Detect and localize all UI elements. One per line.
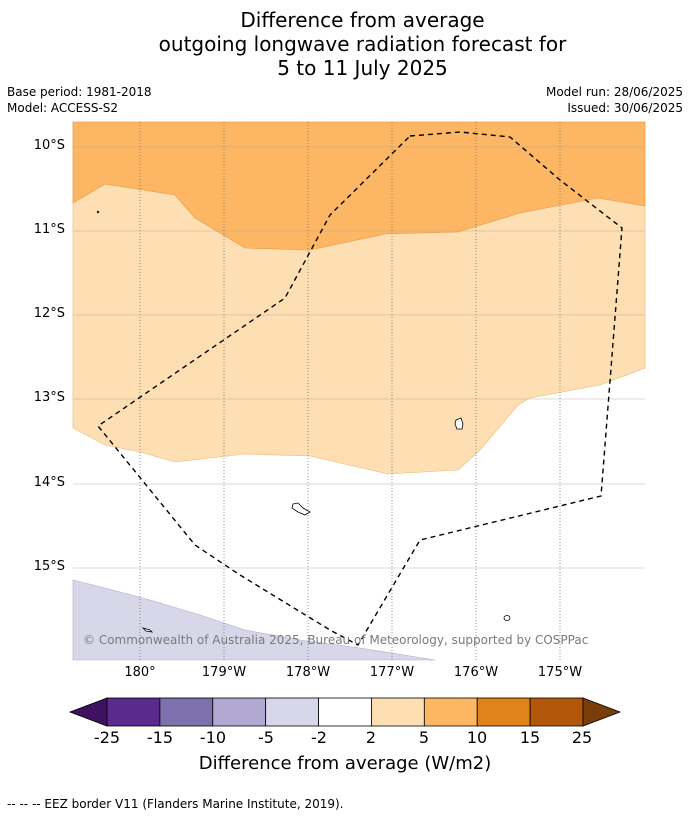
title-line-2: outgoing longwave radiation forecast for (158, 32, 567, 56)
lon-label-177w: 177°W (369, 665, 415, 680)
meta-right: Model run: 28/06/2025 Issued: 30/06/2025 (546, 84, 683, 116)
colorbar-segment (529, 697, 584, 727)
cbar-tick-5: -2 (311, 728, 327, 747)
lon-label-179w: 179°W (201, 665, 247, 680)
cbar-tick-2: -15 (146, 728, 174, 747)
lat-label-10s: 10°S (33, 138, 65, 153)
lat-label-15s: 15°S (33, 559, 65, 574)
lat-label-14s: 14°S (33, 475, 65, 490)
cbar-tick-6: 2 (365, 728, 377, 747)
lat-label-11s: 11°S (33, 222, 65, 237)
colorbar-segment (265, 697, 319, 727)
lat-label-13s: 13°S (33, 390, 65, 405)
colorbar-segment (318, 697, 372, 727)
colorbar-arrow-left (68, 697, 108, 727)
contour-orange (72, 121, 646, 251)
island-d (141, 627, 154, 633)
lat-label-12s: 12°S (33, 306, 65, 321)
eez-border (96, 131, 623, 646)
cbar-tick-9: 15 (519, 728, 541, 747)
base-period: Base period: 1981-2018 (7, 85, 152, 99)
cbar-tick-7: 5 (418, 728, 430, 747)
colorbar-segment (212, 697, 267, 727)
colorbar-segment (423, 697, 478, 727)
lat-gridlines (73, 146, 645, 569)
colorbar-segment (476, 697, 531, 727)
lon-label-175w: 175°W (537, 665, 583, 680)
cbar-tick-3: -10 (199, 728, 227, 747)
model-name: Model: ACCESS-S2 (7, 101, 119, 115)
title-line-1: Difference from average (240, 8, 485, 32)
colorbar-title: Difference from average (W/m2) (198, 753, 492, 774)
chart-title: Difference from average outgoing longwav… (0, 8, 690, 80)
lon-label-180: 180° (124, 665, 156, 680)
lon-label-178w: 178°W (285, 665, 331, 680)
cbar-tick-1: -25 (93, 728, 121, 747)
model-run: Model run: 28/06/2025 (545, 85, 683, 99)
cbar-tick-10: 25 (571, 728, 593, 747)
colorbar-segment (159, 697, 214, 727)
colorbar-arrow-right (582, 697, 622, 727)
lon-label-176w: 176°W (453, 665, 499, 680)
meta-left: Base period: 1981-2018 Model: ACCESS-S2 (7, 84, 152, 116)
island-e (96, 210, 100, 214)
island-a (454, 417, 464, 430)
issued-date: Issued: 30/06/2025 (567, 101, 683, 115)
island-b (291, 502, 311, 516)
copyright-notice: © Commonwealth of Australia 2025, Bureau… (83, 633, 589, 647)
eez-legend-footer: -- -- -- EEZ border V11 (Flanders Marine… (7, 797, 344, 811)
cbar-tick-4: -5 (258, 728, 274, 747)
contour-light-purple (72, 579, 436, 661)
cbar-tick-8: 10 (466, 728, 488, 747)
colorbar-segment (106, 697, 161, 727)
title-line-3: 5 to 11 July 2025 (277, 56, 448, 80)
islands (96, 210, 511, 633)
island-c (503, 615, 511, 621)
colorbar-segment (371, 697, 425, 727)
colorbar (68, 697, 622, 727)
